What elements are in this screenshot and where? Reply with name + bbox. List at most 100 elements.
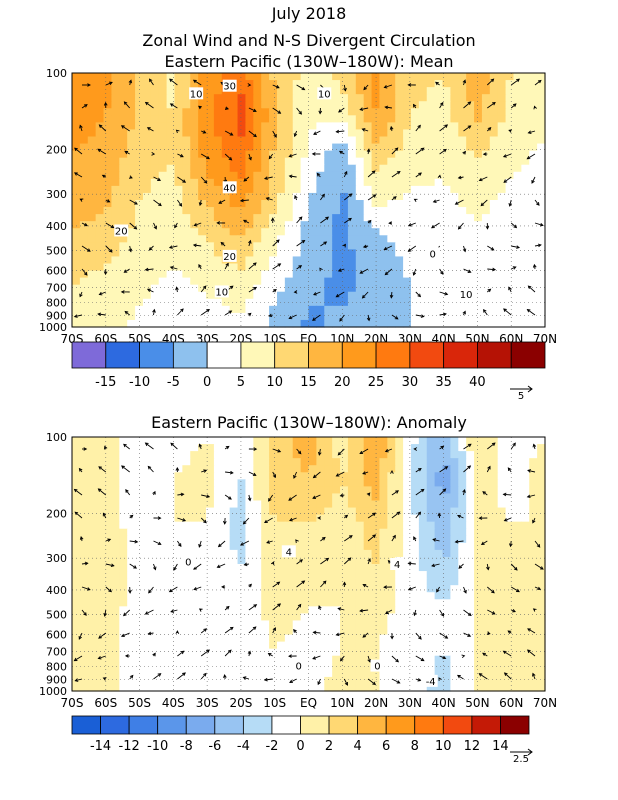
heatmap-cell	[72, 444, 81, 452]
heatmap-cell	[529, 683, 538, 692]
heatmap-cell	[79, 493, 89, 502]
heatmap-cell	[489, 648, 499, 657]
vector-arrow	[415, 291, 421, 297]
heatmap-cell	[253, 242, 262, 250]
heatmap-cell	[466, 207, 475, 215]
heatmap-cell	[513, 521, 522, 530]
heatmap-cell	[95, 641, 105, 650]
heatmap-cell	[119, 655, 128, 664]
heatmap-cell	[119, 249, 128, 258]
heatmap-cell	[497, 136, 507, 145]
heatmap-cell	[442, 479, 451, 487]
heatmap-cell	[142, 214, 152, 222]
heatmap-cell	[387, 592, 396, 600]
vector-arrowhead	[288, 174, 293, 179]
heatmap-cell	[537, 655, 546, 664]
heatmap-cell	[237, 683, 247, 692]
heatmap-cell	[182, 143, 191, 152]
heatmap-cell	[127, 136, 136, 145]
heatmap-cell	[308, 500, 317, 509]
heatmap-cell	[245, 305, 254, 314]
vector-arrowhead	[321, 193, 325, 198]
vector-arrowhead	[485, 225, 490, 230]
heatmap-cell	[276, 164, 286, 173]
heatmap-cell	[497, 514, 507, 523]
heatmap-cell	[300, 549, 310, 558]
heatmap-cell	[87, 73, 97, 81]
heatmap-cell	[119, 578, 128, 586]
heatmap-cell	[174, 613, 183, 622]
heatmap-cell	[150, 122, 160, 131]
heatmap-cell	[72, 178, 81, 187]
heatmap-cell	[284, 228, 294, 236]
heatmap-cell	[497, 207, 507, 215]
heatmap-cell	[347, 669, 357, 678]
heatmap-cell	[387, 164, 396, 173]
heatmap-cell	[410, 291, 420, 300]
heatmap-cell	[395, 613, 404, 622]
heatmap-cell	[387, 585, 396, 593]
heatmap-cell	[489, 192, 499, 201]
heatmap-cell	[292, 437, 302, 445]
heatmap-cell	[103, 178, 113, 187]
heatmap-cell	[127, 444, 136, 452]
heatmap-cell	[269, 599, 278, 607]
heatmap-cell	[276, 613, 286, 622]
heatmap-cell	[395, 683, 404, 692]
heatmap-cell	[497, 613, 507, 622]
heatmap-cell	[190, 164, 199, 173]
heatmap-cell	[395, 472, 404, 480]
heatmap-cell	[261, 73, 270, 81]
heatmap-cell	[387, 171, 396, 180]
heatmap-cell	[395, 242, 404, 250]
heatmap-cell	[300, 507, 310, 516]
heatmap-cell	[474, 87, 483, 95]
heatmap-cell	[127, 479, 136, 487]
vector-arrowhead	[175, 286, 179, 291]
heatmap-cell	[245, 277, 254, 286]
heatmap-cell	[529, 451, 538, 459]
vector-arrow	[293, 471, 298, 479]
heatmap-cell	[166, 256, 176, 265]
heatmap-cell	[213, 556, 223, 565]
heatmap-cell	[300, 256, 310, 265]
heatmap-cell	[206, 305, 215, 314]
heatmap-cell	[403, 451, 412, 459]
heatmap-cell	[466, 263, 475, 272]
heatmap-cell	[300, 115, 310, 123]
heatmap-cell	[111, 263, 120, 272]
heatmap-cell	[206, 472, 215, 480]
heatmap-cell	[347, 585, 357, 593]
heatmap-cell	[292, 115, 302, 123]
heatmap-cell	[434, 486, 444, 495]
heatmap-cell	[395, 479, 404, 487]
heatmap-cell	[481, 627, 491, 636]
heatmap-cell	[182, 73, 191, 81]
heatmap-cell	[150, 486, 160, 495]
heatmap-cell	[481, 157, 491, 166]
heatmap-cell	[142, 178, 152, 187]
heatmap-cell	[363, 571, 373, 579]
heatmap-cell	[276, 115, 286, 123]
vector-arrowhead	[148, 247, 153, 251]
heatmap-cell	[135, 486, 144, 495]
heatmap-cell	[174, 662, 183, 671]
vector-arrowhead	[526, 155, 531, 160]
vector-arrowhead	[253, 447, 258, 451]
heatmap-cell	[466, 564, 475, 572]
heatmap-cell	[213, 242, 223, 250]
heatmap-cell	[276, 277, 286, 286]
heatmap-cell	[237, 662, 247, 671]
heatmap-cell	[213, 683, 223, 692]
heatmap-cell	[269, 178, 278, 187]
heatmap-cell	[119, 437, 128, 445]
heatmap-cell	[418, 437, 428, 445]
heatmap-cell	[371, 298, 381, 307]
heatmap-cell	[261, 655, 270, 664]
panel-title-mean: Eastern Pacific (130W–180W): Mean	[164, 52, 453, 71]
heatmap-cell	[308, 235, 317, 243]
heatmap-cell	[221, 500, 231, 509]
heatmap-cell	[363, 669, 373, 678]
heatmap-cell	[308, 80, 317, 88]
heatmap-cell	[387, 263, 396, 272]
